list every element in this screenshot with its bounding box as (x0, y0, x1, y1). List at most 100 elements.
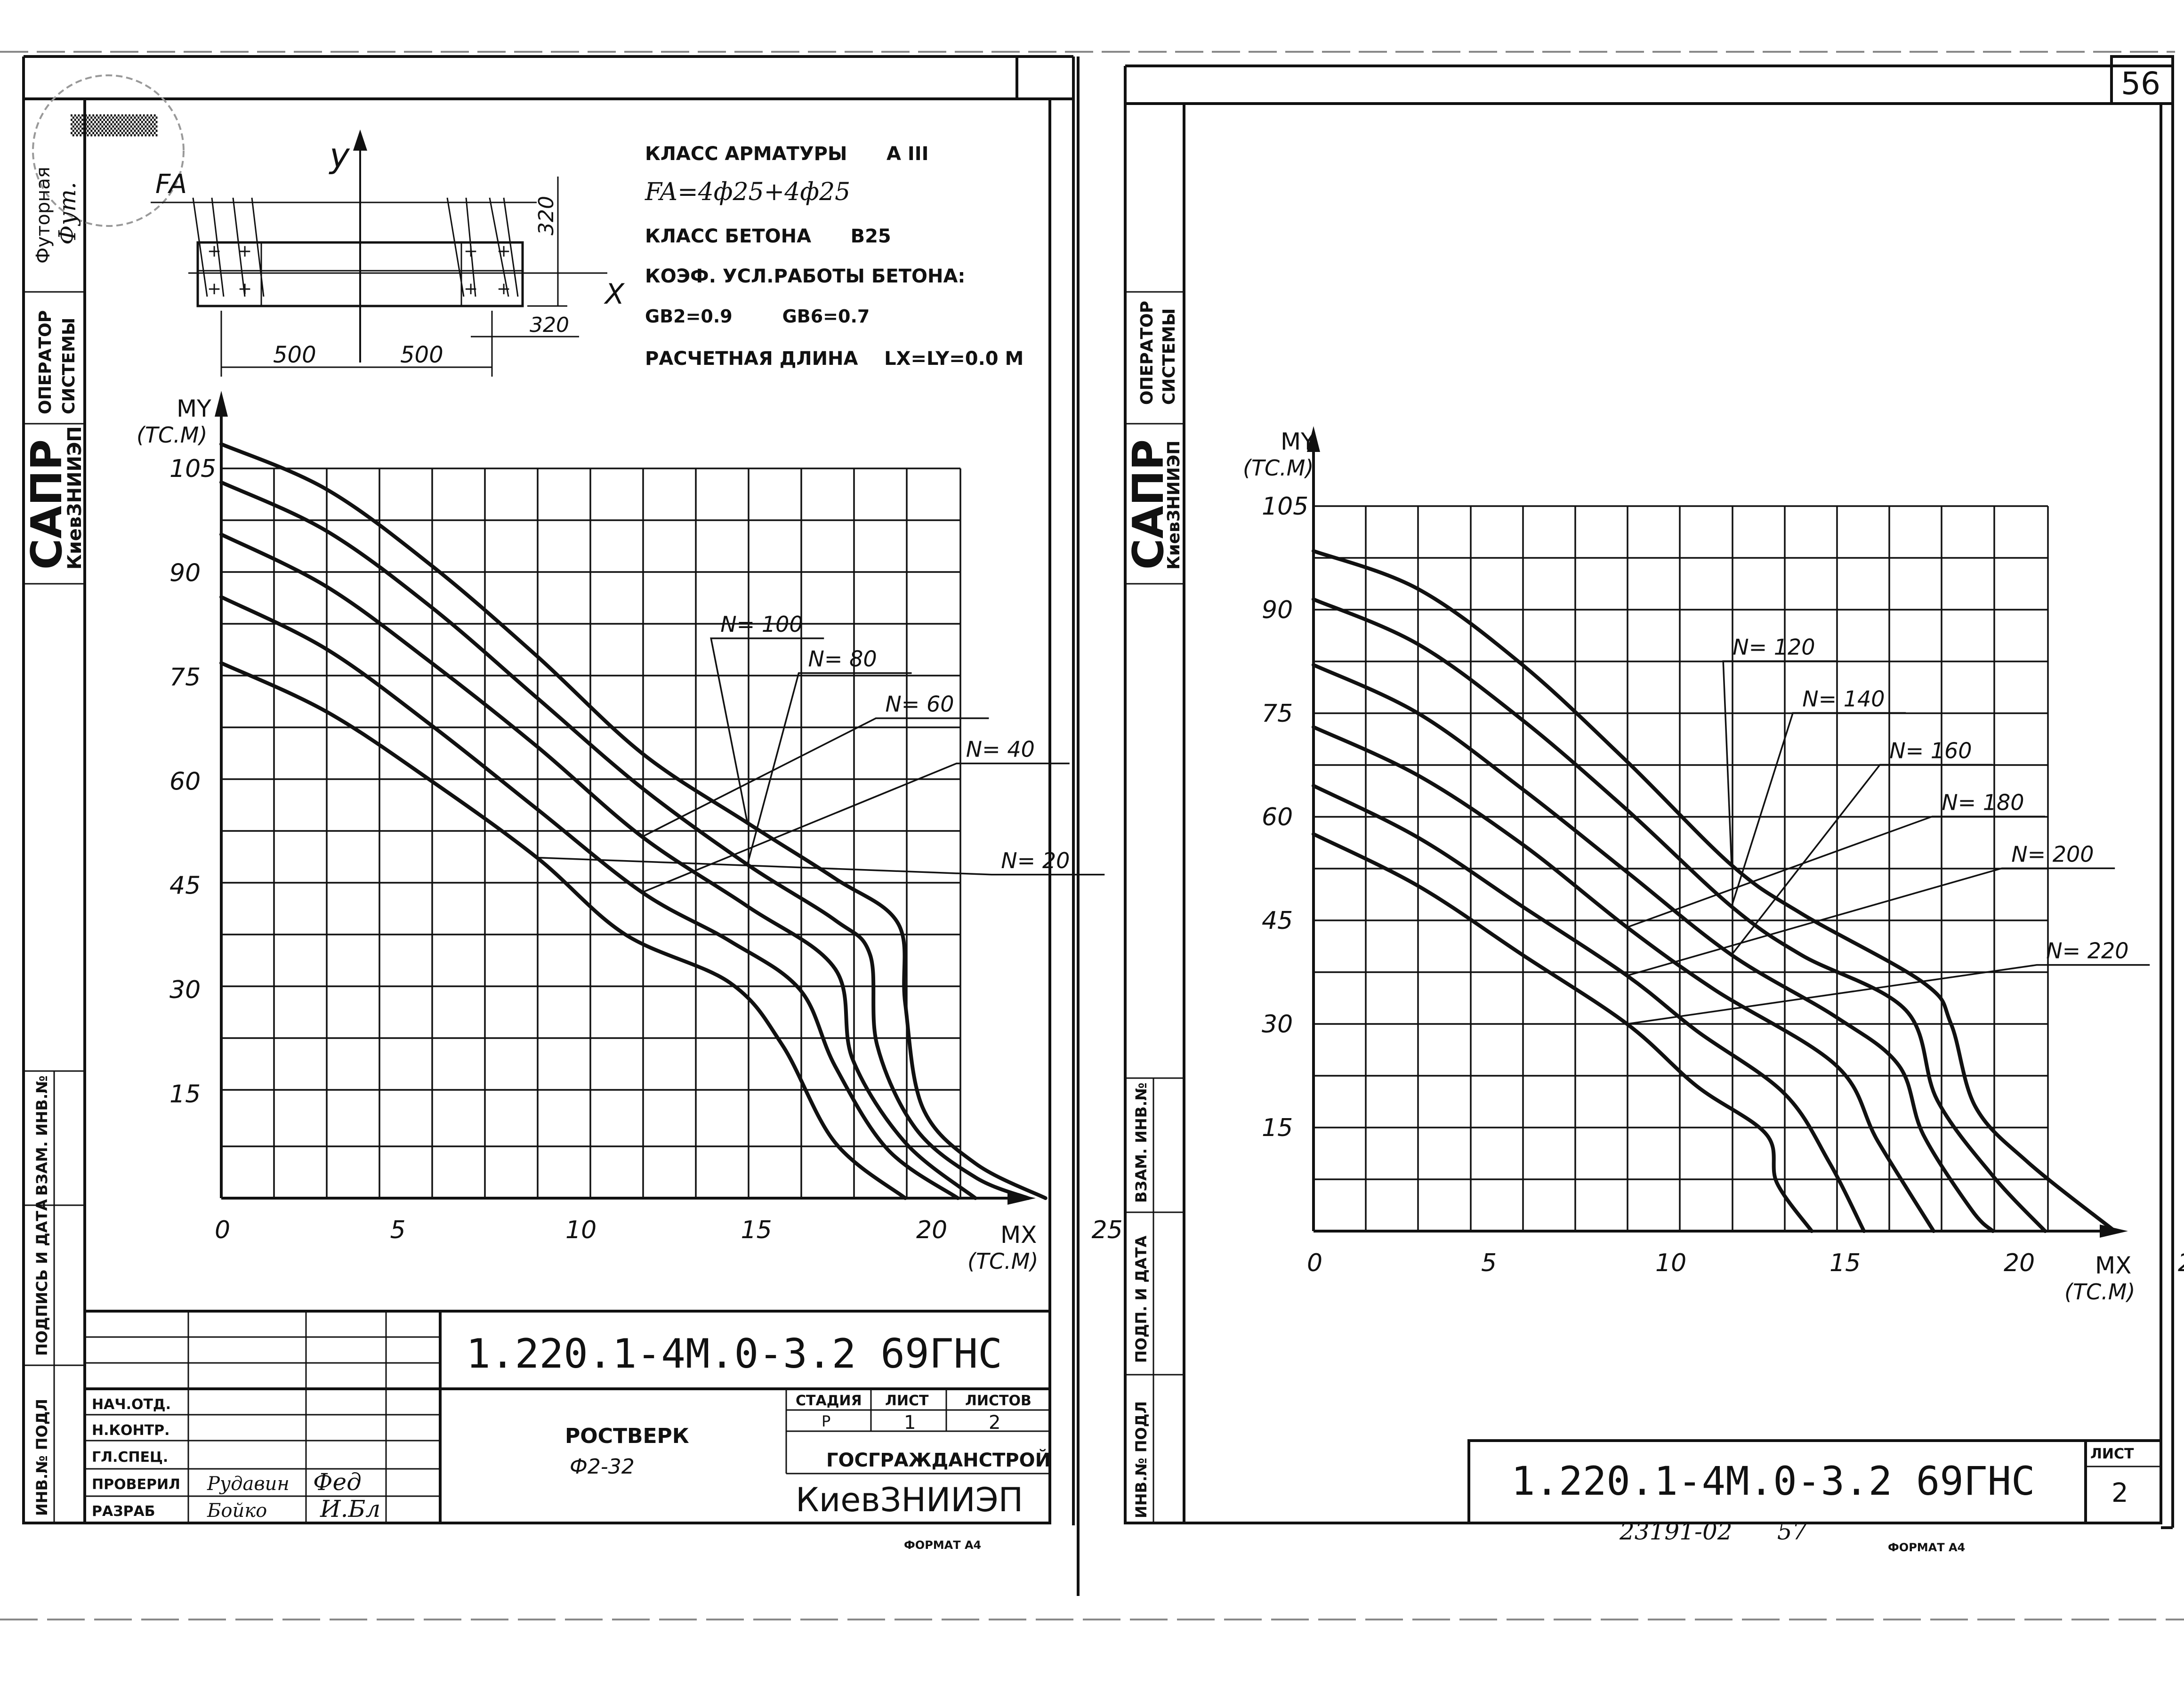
chart-right-ylabel: MY (1281, 428, 1315, 455)
side-kiev-label: КиевЗНИИЭП (64, 426, 86, 570)
drawing-code-right: 1.220.1-4М.0-3.2 69ГНС (1511, 1458, 2035, 1504)
y-tick-label: 30 (169, 976, 201, 1004)
section-x-axis-label: X (604, 278, 625, 311)
y-tick-label: 60 (1262, 803, 1293, 831)
sheet-value-r: 2 (2111, 1478, 2128, 1508)
role-5: РАЗРАБ (92, 1503, 155, 1520)
series-leader-4 (537, 856, 1105, 876)
side-kiev-label-r: КиевЗНИИЭП (1164, 441, 1184, 570)
series-label-2: N= 160 (1889, 738, 1972, 763)
series-label-0: N= 100 (720, 612, 803, 637)
side-operator-label: ОПЕРАТОР (36, 310, 55, 414)
series-leader-2 (642, 717, 989, 838)
side-author-label: Футорная (32, 167, 54, 264)
y-tick-label: 90 (169, 559, 201, 587)
side-vzam-label: ВЗАМ. ИНВ.№ (33, 1075, 51, 1196)
specs-block: КЛАСС АРМАТУРЫ А III FA=4ф25+4ф25 КЛАСС … (645, 143, 1023, 370)
series-leader-4 (1627, 867, 2115, 977)
x-tick-label: 20 (2004, 1249, 2035, 1277)
role-3: ГЛ.СПЕЦ. (92, 1449, 168, 1466)
chart-left-grid (221, 467, 961, 1199)
series-leader-5 (1627, 964, 2150, 1025)
svg-text:+: + (464, 242, 478, 261)
series-line-4 (1312, 784, 1866, 1233)
series-leader-2 (1731, 764, 1993, 956)
side-inv-label: ИНВ.№ ПОДЛ (33, 1399, 51, 1516)
series-label-3: N= 40 (966, 737, 1035, 762)
x-tick-label: 25 (1092, 1216, 1123, 1244)
org-name-1: ГОСГРАЖДАНСТРОЙ (826, 1449, 1051, 1471)
side-vzam-label-r: ВЗАМ. ИНВ.№ (1132, 1082, 1150, 1203)
side-inv-label-r: ИНВ.№ ПОДЛ (1132, 1401, 1150, 1518)
chart-left-ticks: 105 90 75 60 45 30 15 0 5 10 15 20 25 (169, 455, 1123, 1244)
stage-value: Р (822, 1412, 830, 1430)
item-mark: Ф2-32 (570, 1455, 635, 1479)
series-leader-0 (1722, 660, 1837, 865)
chart-left-yunit: (ТС.М) (137, 422, 207, 448)
y-tick-label: 90 (1262, 596, 1293, 624)
y-tick-label: 15 (1262, 1114, 1293, 1142)
x-tick-label: 20 (916, 1216, 947, 1244)
item-name: РОСТВЕРК (565, 1424, 689, 1448)
spec-line-5: GB2=0.9 GB6=0.7 (645, 306, 870, 327)
side-sapr-label: САПР (22, 439, 72, 570)
spec-line-2: FA=4ф25+4ф25 (645, 178, 850, 206)
y-tick-label: 45 (169, 872, 201, 900)
checker-name: Рудавин (207, 1473, 290, 1495)
spec-line-4: КОЭФ. УСЛ.РАБОТЫ БЕТОНА: (645, 266, 965, 287)
side-sapr-label-r: САПР (1124, 439, 1173, 570)
spec-line-1: КЛАСС АРМАТУРЫ А III (645, 143, 929, 165)
chart-left-xlabel: MX (1000, 1221, 1037, 1249)
series-label-0: N= 120 (1733, 634, 1815, 660)
spec-line-6: РАСЧЕТНАЯ ДЛИНА LX=LY=0.0 М (645, 348, 1023, 370)
x-tick-label: 10 (565, 1216, 596, 1244)
series-label-1: N= 80 (808, 646, 877, 672)
series-line-2 (219, 532, 977, 1200)
sheet-left: ▒▒▒▒▒▒ Футорная Фут. ОПЕРАТОР СИСТЕМЫ СА… (22, 55, 1123, 1552)
drawing-code-left: 1.220.1-4М.0-3.2 69ГНС (466, 1330, 1002, 1378)
y-axis-arrow (1307, 426, 1320, 452)
svg-text:+: + (207, 279, 221, 298)
x-tick-label: 10 (1655, 1249, 1686, 1277)
series-line-0 (1312, 549, 2117, 1233)
side-podpis-label: ПОДПИСЬ И ДАТА (33, 1199, 51, 1356)
seal-stamp (32, 74, 185, 227)
svg-text:+: + (238, 242, 252, 261)
svg-text:+: + (497, 242, 511, 261)
series-label-1: N= 140 (1802, 686, 1885, 711)
svg-text:+: + (238, 279, 252, 298)
section-dim-left: 500 (273, 342, 316, 368)
side-operator-label-r: ОПЕРАТОР (1137, 301, 1157, 405)
chart-left-axes (215, 391, 1036, 1205)
chart-right-series: N= 120 N= 140 N= 160 N= 180 N= 200 N= 220 (1312, 549, 2150, 1233)
section-y-axis-label: y (329, 136, 350, 175)
x-tick-label: 25 (2178, 1249, 2184, 1277)
section-dim-bottom: 320 (530, 313, 569, 337)
title-block-right: 1.220.1-4М.0-3.2 69ГНС ЛИСТ 2 23191-02 5… (1467, 1439, 2162, 1554)
series-leader-3 (1627, 815, 2046, 928)
seal-stamp-text: ▒▒▒▒▒▒ (71, 114, 158, 137)
x-tick-label: 5 (390, 1216, 406, 1244)
sheet-right: 56 ОПЕРАТОР СИСТЕМЫ САПР КиевЗНИИЭП ВЗАМ… (1124, 55, 2184, 1554)
role-4: ПРОВЕРИЛ (92, 1476, 180, 1493)
chart-left-ylabel: MY (177, 395, 211, 422)
format-left: ФОРМАТ А4 (904, 1539, 981, 1552)
series-label-2: N= 60 (885, 692, 954, 717)
series-line-4 (219, 661, 907, 1200)
chart-right-grid (1314, 505, 2049, 1232)
y-tick-label: 15 (169, 1080, 201, 1109)
title-block-left: 1.220.1-4М.0-3.2 69ГНС НАЧ.ОТД. Н.КОНТР.… (83, 1310, 1051, 1552)
section-dim-top: 320 (534, 196, 558, 235)
side-podpis-label-r: ПОДП. И ДАТА (1132, 1235, 1150, 1363)
x-tick-label: 0 (215, 1216, 230, 1244)
side-system-label-r: СИСТЕМЫ (1160, 308, 1179, 405)
svg-text:+: + (207, 242, 221, 261)
chart-right-xunit: (ТС.М) (2064, 1279, 2135, 1305)
side-system-label: СИСТЕМЫ (59, 318, 79, 414)
series-line-5 (1312, 832, 1814, 1233)
y-tick-label: 30 (1262, 1010, 1293, 1039)
x-tick-label: 0 (1307, 1249, 1322, 1277)
